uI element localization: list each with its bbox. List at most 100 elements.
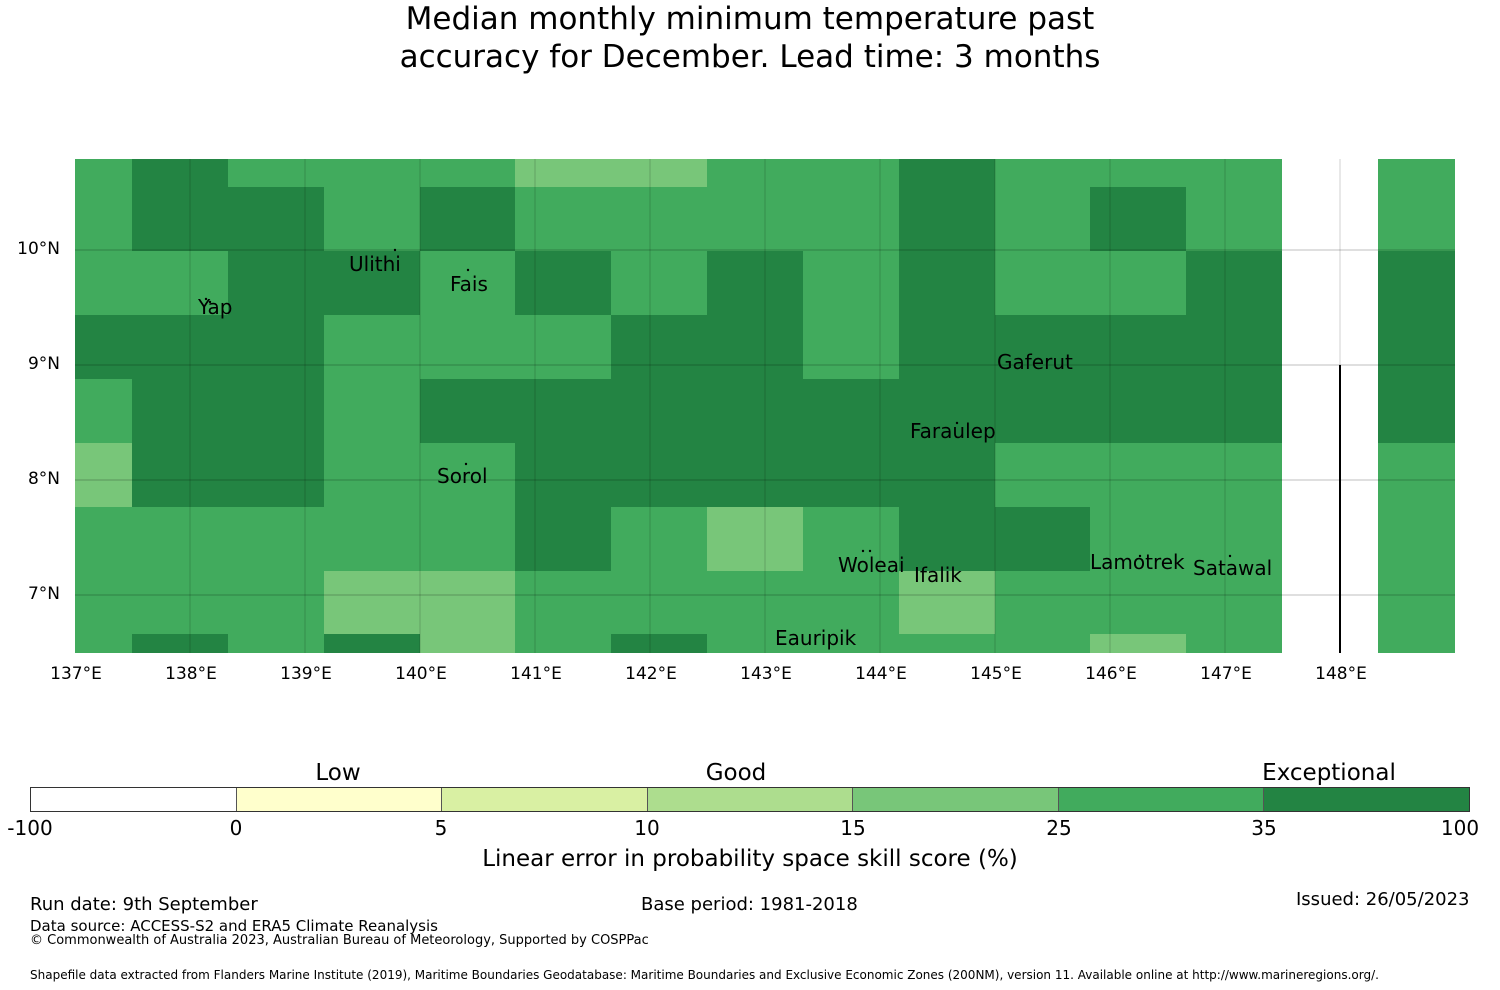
skill-cell <box>803 315 899 379</box>
skill-cell <box>899 251 995 315</box>
skill-cell <box>995 443 1090 507</box>
skill-cell <box>228 571 324 634</box>
lon-label-140e: 140°E <box>395 664 447 684</box>
skill-cell <box>899 315 995 379</box>
skill-cell <box>803 571 899 634</box>
skill-cell <box>132 443 228 507</box>
lon-label-148e: 148°E <box>1315 664 1367 684</box>
place-label-ifalik: Ifalik <box>914 563 962 587</box>
island-marker <box>868 549 872 553</box>
island-marker <box>393 248 397 252</box>
colorbar-bin <box>853 788 1059 811</box>
skill-cell <box>995 571 1090 634</box>
skill-cell <box>75 443 132 507</box>
skill-cell <box>228 315 324 379</box>
skill-cell <box>132 315 228 379</box>
place-label-satawal: Satawal <box>1193 556 1273 580</box>
skill-cell <box>707 159 803 187</box>
island-marker <box>1228 554 1232 558</box>
skill-cell <box>611 159 707 187</box>
skill-cell <box>611 634 707 653</box>
colorbar-category-low: Low <box>315 760 361 786</box>
skill-cell <box>611 315 707 379</box>
skill-cell <box>1186 634 1282 653</box>
skill-cell <box>611 571 707 634</box>
skill-cell <box>1378 507 1455 571</box>
skill-cell <box>324 187 420 251</box>
skill-cell <box>75 159 132 187</box>
skill-cell <box>803 507 899 571</box>
skill-cell <box>75 379 132 443</box>
skill-cell <box>75 571 132 634</box>
skill-cell <box>995 379 1090 443</box>
lat-label-9n: 9°N <box>27 354 60 374</box>
skill-cell <box>132 634 228 653</box>
skill-cell <box>228 634 324 653</box>
skill-cell <box>707 571 803 634</box>
lat-label-7n: 7°N <box>27 584 60 604</box>
issued-date: Issued: 26/05/2023 <box>1296 889 1470 910</box>
skill-cell <box>707 443 803 507</box>
colorbar <box>30 787 1470 812</box>
colorbar-tick: 10 <box>634 816 660 840</box>
skill-cell <box>611 507 707 571</box>
skill-cell <box>324 443 420 507</box>
skill-cell <box>1186 251 1282 315</box>
skill-cell <box>515 187 611 251</box>
colorbar-tick: -100 <box>7 816 53 840</box>
skill-cell <box>1378 315 1455 379</box>
skill-cell <box>995 251 1090 315</box>
skill-cell <box>132 159 228 187</box>
skill-cell <box>1378 251 1455 315</box>
colorbar-bin <box>442 788 648 811</box>
place-label-lamotrek: Lamotrek <box>1090 550 1185 574</box>
skill-cell <box>515 443 611 507</box>
skill-cell <box>228 159 324 187</box>
place-label-yap: Yap <box>198 295 233 319</box>
skill-cell <box>611 251 707 315</box>
skill-cell <box>228 187 324 251</box>
island-marker <box>208 300 212 304</box>
skill-cell <box>228 507 324 571</box>
skill-cell <box>803 251 899 315</box>
place-label-gaferut: Gaferut <box>997 350 1073 374</box>
skill-cell <box>132 187 228 251</box>
place-label-eauripik: Eauripik <box>775 626 857 650</box>
skill-cell <box>75 634 132 653</box>
skill-cell <box>899 379 995 443</box>
island-marker <box>464 462 468 466</box>
skill-cell <box>1186 507 1282 571</box>
island-marker <box>1138 554 1142 558</box>
skill-cell <box>420 187 515 251</box>
skill-cell <box>324 379 420 443</box>
skill-cell <box>132 507 228 571</box>
skill-cell <box>420 251 515 315</box>
skill-cell <box>1090 187 1186 251</box>
skill-cell <box>1186 315 1282 379</box>
skill-cell <box>707 634 803 653</box>
skill-cell <box>132 571 228 634</box>
skill-cell <box>707 507 803 571</box>
island-marker <box>861 549 865 553</box>
skill-cell <box>899 634 995 653</box>
island-marker <box>955 421 959 425</box>
place-label-ulithi: Ulithi <box>349 252 401 276</box>
skill-cell <box>707 379 803 443</box>
skill-cell <box>515 571 611 634</box>
skill-cell <box>899 159 995 187</box>
skill-cell <box>420 379 515 443</box>
lon-label-137e: 137°E <box>50 664 102 684</box>
skill-cell <box>899 507 995 571</box>
colorbar-tick: 35 <box>1251 816 1277 840</box>
skill-cell <box>515 507 611 571</box>
skill-cell <box>515 315 611 379</box>
colorbar-tick: 0 <box>229 816 243 840</box>
skill-cell <box>75 251 132 315</box>
skill-cell <box>228 379 324 443</box>
lon-label-139e: 139°E <box>280 664 332 684</box>
colorbar-tick: 15 <box>840 816 866 840</box>
lon-label-138e: 138°E <box>165 664 217 684</box>
skill-cell <box>803 187 899 251</box>
skill-cell <box>1090 507 1186 571</box>
colorbar-bin <box>1264 788 1470 811</box>
